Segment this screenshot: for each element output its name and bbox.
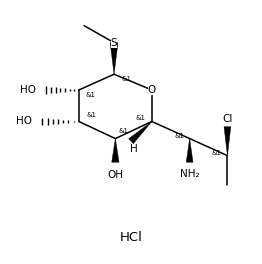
Polygon shape: [112, 139, 119, 162]
Text: O: O: [148, 85, 156, 95]
Polygon shape: [186, 139, 193, 162]
Text: NH₂: NH₂: [180, 169, 199, 179]
Text: OH: OH: [107, 170, 123, 180]
Text: HO: HO: [20, 85, 36, 95]
Text: H: H: [130, 144, 138, 154]
Polygon shape: [129, 121, 152, 144]
Text: &1: &1: [86, 92, 96, 98]
Text: &1: &1: [86, 112, 96, 118]
Text: &1: &1: [118, 128, 128, 134]
Text: &1: &1: [175, 133, 185, 139]
Text: S: S: [111, 38, 117, 48]
Text: HCl: HCl: [119, 230, 143, 244]
Text: &1: &1: [122, 76, 132, 82]
Text: &1: &1: [211, 150, 221, 156]
Polygon shape: [110, 43, 118, 74]
Polygon shape: [224, 127, 231, 156]
Text: HO: HO: [16, 116, 32, 126]
Text: Cl: Cl: [222, 114, 233, 124]
Text: &1: &1: [135, 115, 145, 121]
